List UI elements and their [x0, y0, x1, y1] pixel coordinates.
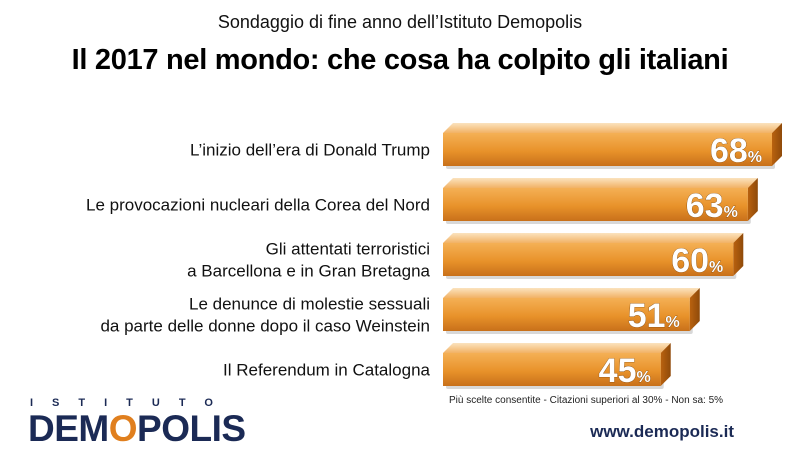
value-suffix-2: %: [724, 204, 738, 221]
bar-3: [443, 243, 734, 276]
logo-top-text: ISTITUTO: [30, 397, 232, 409]
value-number-5: 45: [599, 352, 637, 390]
value-number-1: 68: [710, 132, 748, 170]
bar-side-1: [772, 123, 782, 166]
value-label-4: 51%: [628, 297, 680, 335]
logo-part-a: DEM: [28, 408, 109, 449]
value-label-3: 60%: [671, 242, 723, 280]
value-number-2: 63: [686, 187, 724, 225]
bar-top-3: [443, 233, 744, 243]
value-suffix-3: %: [709, 259, 723, 276]
bar-top-2: [443, 178, 758, 188]
bar-side-4: [689, 288, 700, 331]
bar-side-3: [733, 233, 744, 276]
bar-group-5: 45% Il Referendum in Catalogna: [223, 343, 671, 390]
bar-4: [443, 298, 690, 331]
category-label-1: L’inizio dell’era di Donald Trump: [190, 141, 430, 160]
survey-note: Più scelte consentite - Citazioni superi…: [449, 395, 724, 406]
demopolis-logo: ISTITUTO DEMOPOLIS: [28, 397, 318, 450]
value-suffix-1: %: [748, 149, 762, 166]
chart-subtitle: Sondaggio di fine anno dell’Istituto Dem…: [217, 12, 583, 32]
bar-group-4: 51% Le denunce di molestie sessuali da par…: [100, 288, 700, 336]
bar-top-5: [443, 343, 671, 353]
bar-group-2: 63% Le provocazioni nucleari della Corea …: [86, 178, 758, 225]
website-link[interactable]: www.demopolis.it: [590, 422, 734, 441]
bar-chart: 68% L’inizio dell’era di Donald Trump 63% L…: [86, 123, 782, 390]
value-suffix-4: %: [666, 314, 680, 331]
value-label-2: 63%: [686, 187, 738, 225]
value-label-1: 68%: [710, 132, 762, 170]
logo-wordmark: DEMOPOLIS: [28, 408, 246, 450]
bar-side-2: [747, 178, 758, 221]
category-label-4-line-1: Le denunce di molestie sessuali: [189, 295, 430, 314]
logo-part-b: POLIS: [137, 408, 246, 449]
value-number-4: 51: [628, 297, 666, 335]
bar-5: [443, 353, 661, 386]
bar-top-1: [443, 123, 782, 133]
category-label-4-line-2: da parte delle donne dopo il caso Weinst…: [100, 317, 430, 336]
logo-part-o: O: [108, 408, 138, 449]
category-label-5: Il Referendum in Catalogna: [223, 361, 431, 380]
value-suffix-5: %: [636, 369, 650, 386]
category-label-3-line-2: a Barcellona e in Gran Bretagna: [187, 262, 430, 281]
value-label-5: 45%: [599, 352, 651, 390]
category-label-3-line-1: Gli attentati terroristici: [266, 240, 430, 259]
bar-side-5: [660, 343, 671, 386]
bar-group-3: 60% Gli attentati terroristici a Barcellon…: [187, 233, 744, 281]
bar-2: [443, 188, 748, 221]
bar-top-4: [443, 288, 700, 298]
bar-1: [443, 133, 772, 166]
bar-group-1: 68% L’inizio dell’era di Donald Trump: [190, 123, 782, 170]
category-label-2: Le provocazioni nucleari della Corea del…: [86, 196, 430, 215]
chart-title: Il 2017 nel mondo: che cosa ha colpito g…: [71, 44, 729, 76]
value-number-3: 60: [671, 242, 709, 280]
